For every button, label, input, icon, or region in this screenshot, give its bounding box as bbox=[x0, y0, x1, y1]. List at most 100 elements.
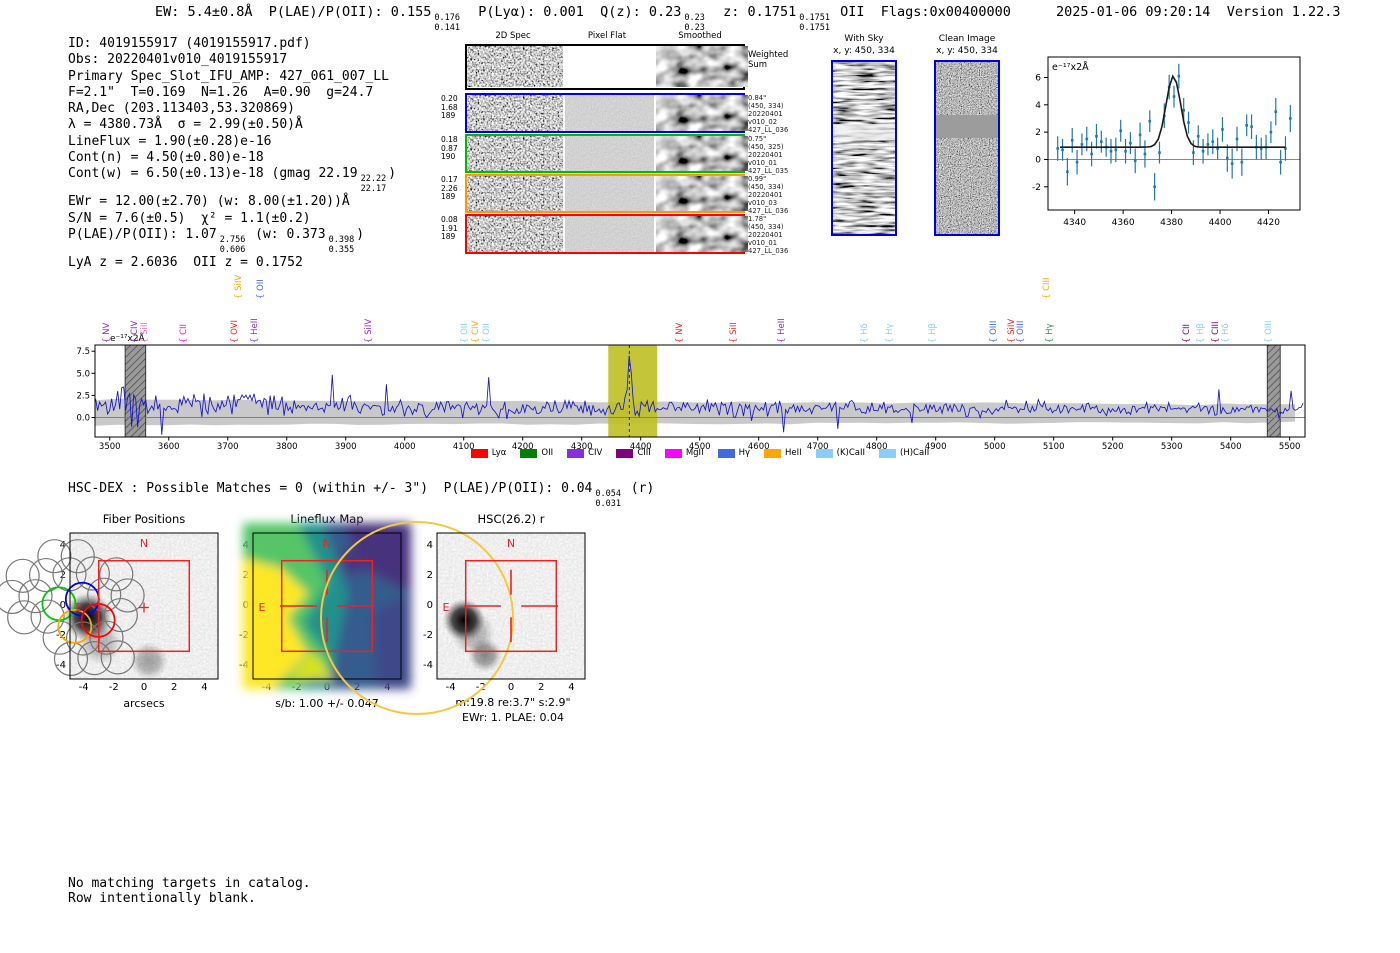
legend-label: MgII bbox=[685, 448, 704, 458]
hsc-cutout-title: HSC(26.2) r bbox=[477, 512, 545, 526]
legend-item: (H)CaII bbox=[879, 448, 929, 458]
fiber-circle bbox=[100, 640, 135, 675]
x-tick-label: 4500 bbox=[689, 442, 711, 452]
x-tick-label: 4800 bbox=[866, 442, 888, 452]
line-label-heii: { HeII bbox=[776, 318, 787, 343]
legend-item: CIV bbox=[567, 448, 602, 458]
hγ-legend-swatch bbox=[717, 448, 735, 458]
cutout-cell-flat bbox=[565, 176, 654, 211]
info-line-2: Primary Spec_Slot_IFU_AMP: 427_061_007_L… bbox=[68, 69, 396, 85]
y-tick-label: -2 bbox=[1032, 183, 1041, 193]
data-point bbox=[1235, 137, 1239, 141]
cutout-row-4-right-labels: 1.78" (450, 334) 20220401 v010_01 427_LL… bbox=[748, 215, 789, 255]
footer-line-1: No matching targets in catalog. bbox=[68, 876, 311, 891]
legend-item: OII bbox=[520, 448, 553, 458]
clean-image-panel bbox=[934, 60, 1000, 236]
cutout-row-4-left-labels: 0.08 1.91 189 bbox=[441, 215, 458, 242]
fiber-circle bbox=[77, 640, 112, 676]
info-line-3: F=2.1" T=0.169 N=1.26 A=0.90 g=24.7 bbox=[68, 85, 396, 101]
x-tick-label: 5100 bbox=[1043, 442, 1065, 452]
masked-region-hatch bbox=[1266, 344, 1281, 438]
with-sky-image bbox=[833, 62, 895, 234]
line-label-hγ: { Hγ bbox=[1044, 323, 1055, 343]
inset-units-label: e⁻¹⁷x2Å bbox=[1052, 61, 1089, 73]
cutout-cell-smooth bbox=[656, 216, 748, 252]
(k)caii-legend-swatch bbox=[815, 448, 833, 458]
data-point bbox=[1196, 134, 1200, 138]
faint-source-blob bbox=[130, 642, 168, 680]
cutout-row-2 bbox=[465, 134, 748, 173]
text-segment: EW: 5.4±0.8Å bbox=[155, 4, 269, 20]
y-tick-label: 7.5 bbox=[76, 347, 90, 357]
panel-frame bbox=[252, 532, 402, 680]
y-tick-label: 6 bbox=[1035, 73, 1041, 83]
text-segment: ) bbox=[356, 227, 365, 242]
legend-label: OII bbox=[541, 448, 554, 458]
hsc-x-tick-label: 4 bbox=[568, 682, 575, 693]
line-label-hδ: { Hδ bbox=[1221, 323, 1232, 343]
cutout-row-1-right-labels: 0.84" (450, 334) 20220401 v010_02 427_LL… bbox=[748, 94, 789, 134]
data-point bbox=[1080, 143, 1084, 146]
superscript-subscript-values: 22.22 22.17 bbox=[360, 174, 387, 194]
line-label-siiv: { SiIV bbox=[234, 274, 245, 299]
hsc-x-tick-label: 0 bbox=[507, 682, 515, 693]
cutout-cell-smooth bbox=[656, 136, 748, 171]
col-header-smoothed: Smoothed bbox=[678, 31, 722, 41]
text-segment: S/N = 7.6(±0.5) χ² = 1.1(±0.2) bbox=[68, 210, 311, 226]
line-label-cii: { CII bbox=[178, 323, 189, 343]
hsc-cutout-panel: NE bbox=[320, 521, 586, 715]
legend-label: HeII bbox=[785, 448, 802, 458]
line-label-nv: { NV bbox=[102, 322, 113, 343]
data-point bbox=[1109, 149, 1113, 153]
gaussian-fit-curve bbox=[1060, 74, 1286, 148]
legend-label: Hγ bbox=[738, 448, 750, 458]
data-point bbox=[1177, 74, 1181, 78]
data-point bbox=[1158, 151, 1161, 154]
fiber-circle bbox=[5, 558, 40, 593]
civ-legend-swatch bbox=[567, 448, 585, 458]
full-spectrum-chart: 3500 3600 3700 3800 3900 4000 4100 4200 4300 4400… bbox=[76, 332, 1306, 452]
clean-image-title: Clean Image bbox=[938, 34, 996, 44]
text-segment: P(Lyα): 0.001 Q(z): 0.23 bbox=[461, 4, 682, 20]
line-label-siiv: { SiIV bbox=[363, 318, 374, 343]
text-segment: Obs: 20220401v010_4019155917 bbox=[68, 52, 288, 68]
lyα-legend-swatch bbox=[470, 448, 488, 458]
info-line-9: EWr = 12.00(±2.70) (w: 8.00(±1.20))Å bbox=[68, 194, 396, 210]
fiber-circle bbox=[65, 621, 101, 656]
data-point bbox=[1201, 149, 1205, 153]
line-label-hβ: { Hβ bbox=[1195, 323, 1206, 343]
info-line-5: λ = 4380.73Å σ = 2.99(±0.50)Å bbox=[68, 117, 396, 133]
text-segment: EWr = 12.00(±2.70) (w: 8.00(±1.20))Å bbox=[68, 194, 350, 210]
error-envelope-band bbox=[95, 398, 1295, 426]
info-line-4: RA,Dec (203.113403,53.320869) bbox=[68, 101, 396, 117]
line-label-nv: { NV bbox=[674, 322, 685, 343]
fiber-x-tick-label: -2 bbox=[108, 682, 119, 693]
y-tick-label: 2 bbox=[1035, 128, 1041, 138]
header-summary-line: EW: 5.4±0.8Å P(LAE)/P(OII): 0.155 0.176 0.… bbox=[155, 4, 1011, 33]
spectrum-legend: Lyα OII CIV CIII MgII Hγ HeII (K)CaII (H)CaII bbox=[95, 448, 1305, 458]
data-point bbox=[1226, 156, 1229, 160]
legend-label: CIV bbox=[588, 448, 603, 458]
faint-source-blob bbox=[468, 638, 502, 672]
cutout-row-3-left-labels: 0.17 2.26 189 bbox=[441, 175, 458, 202]
text-segment: Cont(w) = 6.50(±0.13)e-18 (gmag 22.19 bbox=[68, 166, 358, 182]
col-header-pixel-flat: Pixel Flat bbox=[587, 31, 627, 41]
x-tick-label: 4700 bbox=[807, 442, 829, 452]
line-label-hβ: { Hβ bbox=[927, 323, 938, 343]
hsc-x-tick-label: 2 bbox=[538, 682, 545, 693]
fiber-positions-panel: NE bbox=[0, 532, 219, 680]
hsc-x-tick-label: -2 bbox=[475, 682, 486, 693]
compass-east-label: E bbox=[443, 601, 450, 614]
legend-item: Hγ bbox=[717, 448, 750, 458]
report-timestamp: 2025-01-06 09:20:14 bbox=[1056, 4, 1211, 20]
bright-source-blob bbox=[443, 599, 485, 641]
hsc-y-tick-label: 2 bbox=[426, 569, 433, 581]
legend-label: CIII bbox=[637, 448, 651, 458]
line-label-civ: { CIV bbox=[470, 320, 481, 343]
with-sky-coords: x, y: 450, 334 bbox=[833, 46, 895, 56]
x-tick-label: 5300 bbox=[1161, 442, 1183, 452]
cutout-cell-smooth bbox=[656, 176, 748, 211]
data-point bbox=[1119, 129, 1122, 133]
data-point bbox=[1070, 139, 1074, 142]
compass-north-label: N bbox=[507, 537, 515, 550]
